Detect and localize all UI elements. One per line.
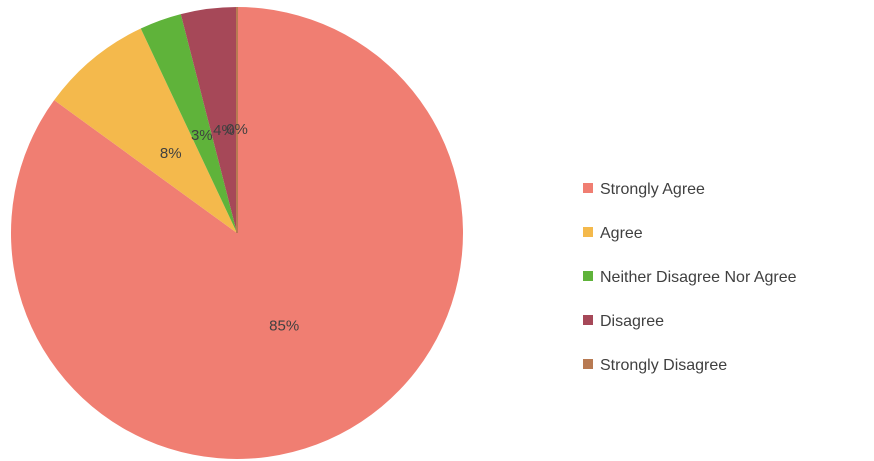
chart-legend: Strongly Agree Agree Neither Disagree Nor … [583, 181, 797, 374]
legend-label-disagree: Disagree [600, 313, 664, 330]
legend-swatch-agree [583, 227, 593, 237]
data-label-strongly-disagree: 0% [226, 121, 248, 138]
legend-swatch-strongly-disagree [583, 359, 593, 369]
legend-label-strongly-disagree: Strongly Disagree [600, 357, 727, 374]
legend-swatch-strongly-agree [583, 183, 593, 193]
legend-item-neither-disagree-nor-agree: Neither Disagree Nor Agree [583, 269, 797, 286]
data-label-neither-disagree-nor-agree: 3% [191, 127, 213, 144]
pie-data-labels: 85% 8% 3% 4%0% [160, 121, 299, 335]
legend-label-neither-disagree-nor-agree: Neither Disagree Nor Agree [600, 269, 797, 286]
pie-slice-disagree [180, 7, 237, 233]
legend-swatch-disagree [583, 315, 593, 325]
legend-label-strongly-agree: Strongly Agree [600, 181, 705, 198]
pie-slice-neither-disagree-nor-agree [140, 14, 237, 234]
pie-slice-agree [54, 28, 238, 233]
legend-label-agree: Agree [600, 225, 643, 242]
data-label-agree: 8% [160, 145, 182, 162]
data-label-disagree: 4% [213, 122, 235, 139]
legend-item-agree: Agree [583, 225, 643, 242]
legend-swatch-neither-disagree-nor-agree [583, 271, 593, 281]
pie-slices [10, 7, 464, 459]
legend-item-strongly-agree: Strongly Agree [583, 181, 705, 198]
legend-item-strongly-disagree: Strongly Disagree [583, 357, 727, 374]
data-label-strongly-agree: 85% [269, 318, 299, 335]
legend-item-disagree: Disagree [583, 313, 664, 330]
